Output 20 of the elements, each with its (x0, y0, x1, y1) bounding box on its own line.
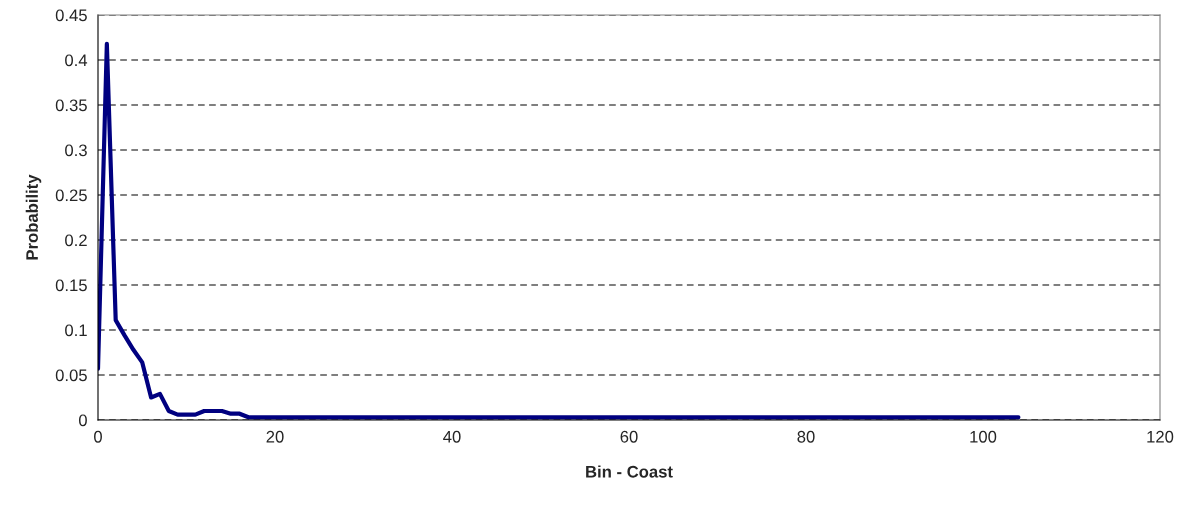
x-tick-label: 60 (620, 430, 638, 443)
x-tick-label: 100 (970, 430, 997, 443)
y-tick-label: 0.35 (55, 99, 87, 112)
x-tick-label: 80 (797, 430, 815, 443)
y-tick-label: 0.05 (55, 369, 87, 382)
y-tick-label: 0 (78, 414, 87, 427)
y-axis-title: Probability (25, 174, 42, 260)
y-tick-label: 0.15 (55, 279, 87, 292)
y-tick-label: 0.4 (65, 54, 88, 67)
y-tick-label: 0.2 (65, 234, 87, 247)
x-tick-label: 20 (266, 430, 284, 443)
y-tick-label: 0.25 (55, 189, 87, 202)
line-series (98, 41, 1021, 420)
y-tick-label: 0.3 (65, 144, 87, 157)
x-tick-label: 120 (1147, 430, 1174, 443)
x-tick-label: 40 (443, 430, 461, 443)
y-tick-label: 0.45 (55, 9, 87, 22)
x-tick-label: 0 (94, 430, 102, 443)
y-tick-label: 0.1 (65, 324, 87, 337)
x-axis-title: Bin - Coast (586, 465, 673, 478)
